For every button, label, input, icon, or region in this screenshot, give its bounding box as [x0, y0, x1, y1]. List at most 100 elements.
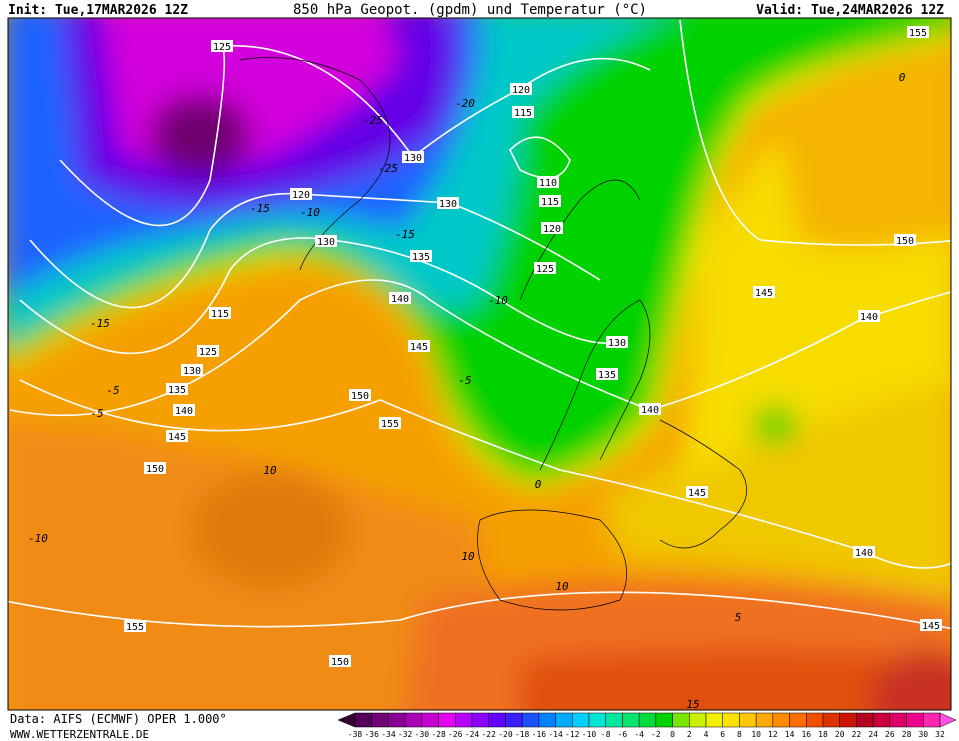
- colorbar-tick-label: -38: [348, 730, 363, 739]
- geopotential-label-box: [596, 368, 618, 380]
- temperature-label: -25: [378, 162, 398, 175]
- colorbar-box: [689, 712, 707, 728]
- geopotential-label: 145: [410, 342, 428, 353]
- geopotential-label: 130: [404, 153, 422, 164]
- geopotential-label: 125: [213, 42, 231, 53]
- temperature-label: 10: [263, 464, 277, 477]
- temperature-label: -15: [250, 202, 270, 215]
- geopotential-label: 145: [922, 621, 940, 632]
- temperature-label: 10: [461, 550, 475, 563]
- temperature-label: 10: [555, 580, 569, 593]
- geopotential-label-box: [858, 310, 880, 322]
- colorbar-tick-label: -28: [431, 730, 446, 739]
- geopotential-label: 130: [317, 237, 335, 248]
- geopotential-label: 150: [351, 391, 369, 402]
- geopotential-label-box: [144, 462, 166, 474]
- temperature-label: -5: [458, 374, 471, 387]
- geopotential-label: 115: [541, 197, 559, 208]
- colorbar-box: [705, 712, 723, 728]
- geopotential-label-box: [402, 151, 424, 163]
- geopotential-label-box: [512, 106, 534, 118]
- geopotential-label-box: [639, 403, 661, 415]
- geopotential-label-box: [853, 546, 875, 558]
- colorbar-box: [505, 712, 523, 728]
- geopotential-label: 125: [199, 347, 217, 358]
- temperature-label: 5: [735, 611, 742, 624]
- colorbar-box: [471, 712, 489, 728]
- colorbar-tick-label: -16: [532, 730, 547, 739]
- geopotential-label: 130: [608, 338, 626, 349]
- geopotential-label-box: [437, 197, 459, 209]
- geopotential-label-box: [894, 234, 916, 246]
- geopotential-label-box: [539, 195, 561, 207]
- colorbar-box: [906, 712, 924, 728]
- colorbar-tick-label: -34: [381, 730, 396, 739]
- geopotential-label: 130: [183, 366, 201, 377]
- colorbar-arrow-high: [939, 712, 957, 728]
- colorbar-tick-label: 2: [687, 730, 692, 739]
- colorbar-box: [722, 712, 740, 728]
- colorbar-tick-label: -36: [364, 730, 379, 739]
- colorbar-tick-label: -2: [651, 730, 661, 739]
- colorbar-arrow-low: [337, 712, 356, 728]
- geopotential-label: 120: [512, 85, 530, 96]
- geopotential-label: 140: [860, 312, 878, 323]
- geopotential-label: 120: [543, 224, 561, 235]
- init-time: Init: Tue,17MAR2026 12Z: [8, 3, 188, 18]
- geopotential-label-box: [315, 235, 337, 247]
- geopotential-label: 140: [175, 406, 193, 417]
- geopotential-label-box: [389, 292, 411, 304]
- temperature-label: -5: [106, 384, 119, 397]
- geopotential-label: 135: [412, 252, 430, 263]
- geopotential-label-box: [410, 250, 432, 262]
- colorbar-box: [856, 712, 874, 728]
- geopotential-label: 150: [146, 464, 164, 475]
- colorbar-tick-label: -24: [465, 730, 480, 739]
- colorbar-tick-label: -30: [415, 730, 430, 739]
- geopotential-label-box: [606, 336, 628, 348]
- colorbar-box: [404, 712, 423, 728]
- temperature-label: -10: [488, 294, 508, 307]
- colorbar-tick-label: 0: [670, 730, 675, 739]
- colorbar-box: [755, 712, 774, 728]
- geopotential-label-box: [920, 619, 942, 631]
- colorbar-box: [622, 712, 640, 728]
- geopotential-label: 115: [211, 309, 229, 320]
- colorbar-box: [872, 712, 891, 728]
- coastlines: [239, 57, 748, 611]
- colorbar-box: [521, 712, 540, 728]
- colorbar-box: [889, 712, 907, 728]
- geopotential-label: 140: [391, 294, 409, 305]
- colorbar-tick-label: 10: [751, 730, 761, 739]
- geopotential-label-box: [537, 176, 559, 188]
- geopotential-label: 120: [292, 190, 310, 201]
- colorbar-tick-label: 20: [835, 730, 845, 739]
- geopotential-label-box: [181, 364, 203, 376]
- geopotential-label: 155: [381, 419, 399, 430]
- geopotential-label-box: [541, 222, 563, 234]
- colorbar-tick-label: -6: [618, 730, 628, 739]
- colorbar-box: [354, 712, 372, 728]
- colorbar-box: [538, 712, 556, 728]
- geopotential-label-box: [907, 26, 929, 38]
- geopotential-label: 155: [126, 622, 144, 633]
- geopotential-label-box: [173, 404, 195, 416]
- temperature-label: -15: [90, 317, 110, 330]
- colorbar-tick-label: 22: [852, 730, 862, 739]
- colorbar-tick-label: -4: [634, 730, 644, 739]
- geopotential-label-box: [349, 389, 371, 401]
- geopotential-label-box: [534, 262, 556, 274]
- geopotential-label-box: [124, 620, 146, 632]
- colorbar-tick-label: 8: [737, 730, 742, 739]
- colorbar-box: [588, 712, 606, 728]
- colorbar-box: [822, 712, 840, 728]
- geopotential-label: 150: [896, 236, 914, 247]
- temperature-label: -10: [300, 206, 320, 219]
- colorbar-box: [555, 712, 573, 728]
- geopotential-label: 110: [539, 178, 557, 189]
- colorbar-box: [672, 712, 690, 728]
- colorbar-tick-label: 16: [801, 730, 811, 739]
- geopotential-label-box: [290, 188, 312, 200]
